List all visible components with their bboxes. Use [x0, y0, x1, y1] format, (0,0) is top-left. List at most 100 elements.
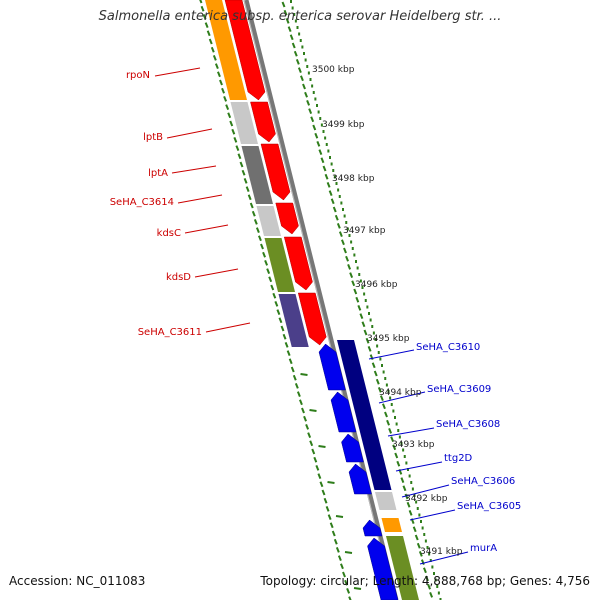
ruler-dot — [384, 377, 387, 380]
ruler-dots — [290, 0, 442, 600]
ruler-dot — [374, 338, 377, 341]
tick-mark — [272, 292, 277, 299]
tick-mark-long — [335, 515, 344, 518]
ruler-dot — [416, 507, 419, 510]
tick-mark — [221, 87, 225, 94]
ruler-dot — [314, 97, 317, 101]
tick-mark — [214, 63, 219, 69]
genome-backbone — [243, 0, 399, 600]
cog-segment — [278, 294, 309, 347]
ruler-dot — [410, 481, 413, 484]
tick-mark — [258, 235, 262, 242]
label-lines — [154, 67, 469, 565]
tick-mark — [359, 313, 364, 319]
tick-mark — [288, 358, 293, 365]
cog-segment — [230, 102, 258, 144]
ruler-dot — [320, 123, 323, 127]
tick-mark — [315, 465, 320, 471]
ruler-dot — [421, 526, 424, 530]
tick-mark — [325, 506, 330, 512]
tick-mark-long — [318, 445, 326, 448]
tick-mark — [337, 555, 342, 561]
genome-backbone-highlight — [243, 0, 395, 600]
tick-mark — [225, 104, 230, 110]
tick-mark — [274, 301, 279, 307]
ruler-dot — [359, 279, 362, 283]
tick-mark-long — [344, 551, 353, 554]
gene-label-line — [194, 268, 239, 278]
tick-mark — [229, 120, 234, 127]
tick-mark — [255, 227, 260, 233]
ruler-dot — [327, 149, 330, 153]
ruler-dot — [322, 130, 325, 133]
tick-mark — [349, 272, 354, 278]
tick-mark — [299, 399, 303, 406]
tick-mark — [344, 579, 348, 586]
tick-mark — [311, 448, 316, 455]
ruler-dot — [371, 325, 374, 328]
ruler-dot — [413, 494, 416, 497]
tick-mark-long — [300, 373, 308, 376]
genes-label: Genes: — [509, 574, 552, 588]
tick-mark — [330, 198, 335, 205]
tick-mark — [418, 551, 423, 557]
ruler-label: 3492 kbp — [405, 494, 448, 504]
tick-mark — [204, 22, 209, 28]
gene-label-reverse: SeHA_C3608 — [436, 419, 500, 430]
ruler-dot — [316, 104, 318, 107]
ruler-label: 3493 kbp — [392, 440, 435, 450]
ruler-dot — [389, 396, 392, 400]
tick-mark — [400, 477, 405, 483]
tick-mark — [367, 346, 372, 352]
accession-label: Accession: — [9, 574, 73, 588]
tick-mark — [243, 178, 248, 184]
cog-segment — [205, 0, 247, 100]
tick-mark — [347, 264, 352, 270]
cds-arrow-reverse — [348, 463, 372, 495]
ruler-dot — [398, 435, 401, 439]
tick-mark — [310, 116, 315, 123]
ruler-dot — [304, 58, 307, 62]
ruler-dot — [395, 422, 398, 426]
tick-mark — [313, 456, 318, 463]
tick-mark — [200, 5, 205, 12]
tick-mark — [319, 481, 324, 488]
tick-mark — [425, 575, 429, 582]
tick-mark — [346, 588, 351, 594]
ruler-dot — [364, 299, 367, 302]
gene-label-reverse: SeHA_C3605 — [457, 501, 521, 512]
tick-mark — [268, 276, 273, 283]
tick-mark — [384, 411, 388, 418]
tick-mark — [341, 239, 345, 246]
tick-mark — [388, 428, 393, 434]
tick-mark — [210, 46, 215, 53]
cds-arrow-reverse — [330, 391, 357, 433]
ruler-dot — [306, 65, 309, 68]
tick-mark — [278, 317, 283, 324]
ruler-dot — [402, 448, 405, 452]
cog-segment — [256, 206, 281, 236]
ruler-labels: 3500 kbp 3499 kbp 3498 kbp 3497 kbp 3496 kbp… — [312, 65, 463, 557]
tick-mark — [406, 501, 411, 508]
tick-mark — [408, 510, 413, 516]
cds-arrow-reverse — [367, 537, 399, 600]
tick-mark — [270, 284, 275, 291]
tick-mark — [219, 79, 223, 86]
tick-mark — [329, 522, 334, 529]
ruler-dot — [397, 429, 400, 432]
gene-label-line — [387, 427, 435, 437]
tick-mark — [302, 83, 306, 90]
tick-mark — [353, 288, 358, 295]
tick-mark — [292, 374, 297, 381]
tick-mark-long — [353, 587, 362, 590]
tick-mark — [251, 210, 256, 217]
tick-mark — [223, 96, 228, 102]
ruler-label: 3495 kbp — [367, 334, 410, 344]
tick-mark — [338, 231, 343, 237]
tick-mark — [322, 165, 327, 172]
gene-label-forward: lptB — [143, 132, 163, 143]
tick-mark — [342, 571, 346, 578]
ruler-dot — [381, 364, 383, 367]
cog-segment — [241, 146, 273, 204]
tick-mark — [348, 596, 352, 600]
